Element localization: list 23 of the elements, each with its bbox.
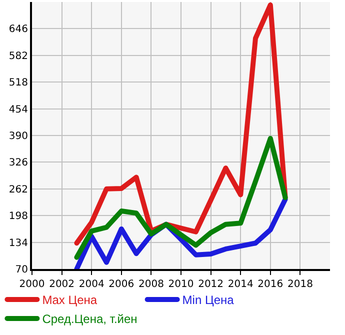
x-tick-label: 2014 [228, 279, 254, 290]
y-tick-label: 454 [8, 104, 28, 116]
x-tick-label: 2008 [138, 279, 164, 290]
x-tick-label: 2002 [49, 279, 75, 290]
y-tick-label: 646 [8, 24, 28, 36]
y-tick-label: 582 [8, 50, 28, 62]
legend-label: Max Цена [42, 293, 98, 308]
y-tick-label: 326 [8, 158, 28, 169]
y-tick-label: 70 [15, 264, 28, 276]
x-tick-label: 2004 [78, 279, 104, 290]
y-tick-label: 262 [8, 184, 28, 196]
x-tick-label: 2000 [19, 279, 45, 290]
legend-label: Сред.Цена, т.йен [42, 312, 138, 326]
x-tick-label: 2016 [258, 279, 284, 290]
legend-label: Min Цена [182, 293, 234, 308]
y-tick-label: 518 [8, 78, 28, 89]
y-tick-label: 390 [8, 131, 28, 142]
x-tick-label: 2012 [198, 279, 224, 290]
x-tick-label: 2010 [168, 279, 194, 290]
y-tick-label: 134 [8, 238, 28, 249]
x-tick-label: 2006 [108, 279, 134, 290]
x-tick-label: 2018 [287, 279, 313, 290]
y-tick-label: 198 [8, 211, 28, 222]
